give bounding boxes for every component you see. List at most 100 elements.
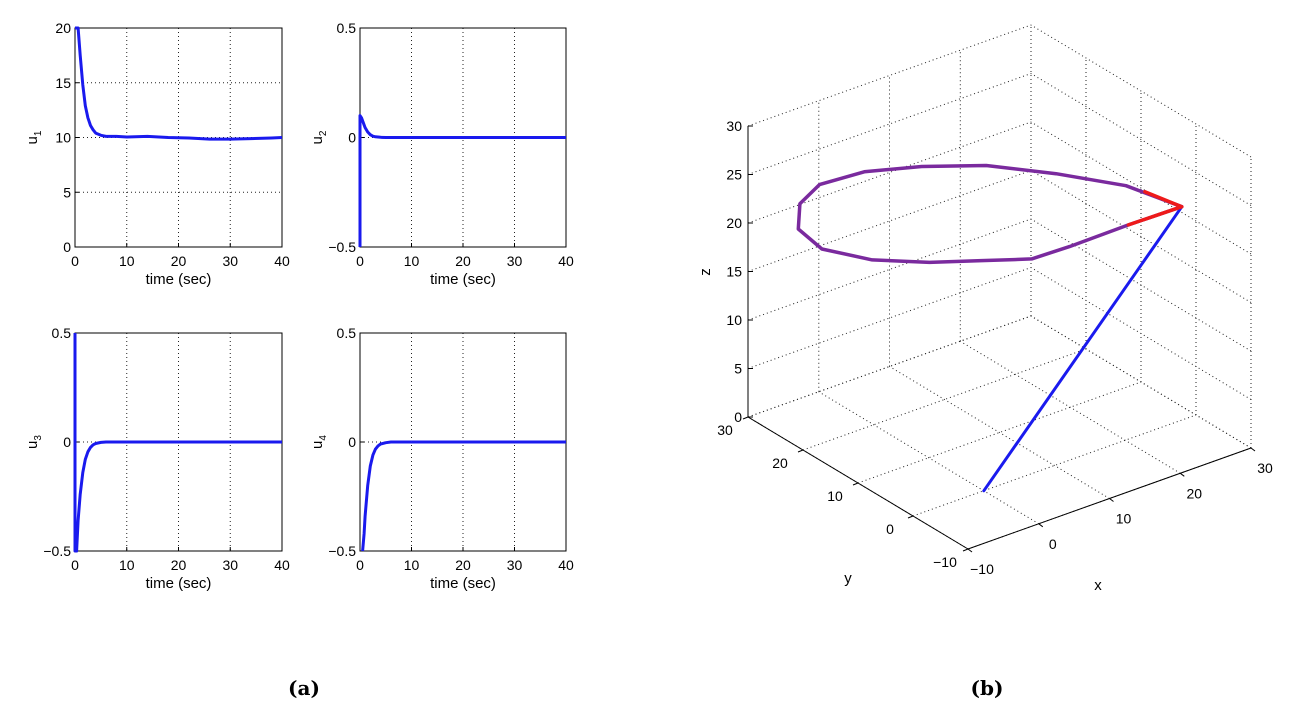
x-tick-label: 10 (119, 253, 135, 269)
x-tick-label: 30 (222, 557, 238, 573)
x-tick-label: 0 (1049, 536, 1057, 552)
side-wall-gridline-z (1030, 170, 1252, 303)
z-tick-label: 20 (726, 215, 742, 231)
y-axis-label-subscript: 4 (318, 435, 329, 441)
caption-b: (b) (971, 676, 1004, 700)
y-tick-mark (852, 482, 859, 486)
floor-gridline-x (960, 340, 1181, 474)
x-tick-label: 0 (356, 557, 364, 573)
y-axis-label: u2 (309, 130, 329, 144)
side-wall-gridline-z (1030, 315, 1252, 449)
x-tick-mark (1109, 498, 1114, 502)
floor-gridline-x (818, 391, 1040, 525)
floor-gridline-x (889, 366, 1110, 499)
caption-a: (a) (288, 676, 320, 700)
x-tick-label: 0 (71, 253, 79, 269)
back-wall-gridline-z (747, 121, 1032, 224)
side-wall-gridline-z (1030, 24, 1252, 158)
x-tick-label: 10 (404, 253, 420, 269)
y-tick-label: 5 (63, 184, 71, 200)
x-tick-label: 30 (222, 253, 238, 269)
side-wall-gridline-z (1030, 267, 1252, 400)
x-tick-label: 40 (274, 557, 290, 573)
x-tick-mark (1038, 523, 1044, 528)
subplot-u1: 0 10 20 30 40 0 5 10 15 20 time (sec) u1 (24, 20, 290, 288)
x-tick-label: −10 (970, 561, 994, 577)
y-tick-mark (742, 416, 749, 420)
x-tick-mark (1180, 472, 1185, 477)
z-tick-label: 15 (726, 264, 742, 280)
x-tick-label: 20 (171, 253, 187, 269)
z-tick-label: 0 (734, 409, 742, 425)
series-line-u4 (361, 440, 566, 552)
x-tick-label: 10 (404, 557, 420, 573)
x-axis-label: time (sec) (146, 271, 212, 288)
z-axis-label: z (697, 268, 714, 276)
x-tick-label: 0 (71, 557, 79, 573)
x-tick-label: 40 (274, 253, 290, 269)
x-tick-label: 10 (1116, 511, 1132, 527)
y-tick-mark (797, 449, 804, 453)
z-tick-label: 30 (726, 118, 742, 134)
x-tick-label: 20 (455, 253, 471, 269)
y-tick-mark (962, 548, 969, 552)
z-tick-label: 25 (726, 167, 742, 183)
x-axis-label: time (sec) (146, 575, 212, 592)
x-axis-label: x (1094, 577, 1102, 594)
x-tick-label: 30 (1257, 460, 1273, 476)
back-wall-gridline-z (747, 24, 1032, 127)
back-wall-gridline-z (747, 73, 1032, 175)
series-line-u1 (75, 26, 283, 141)
y-tick-label: −0.5 (328, 543, 356, 559)
y-tick-label: −0.5 (43, 543, 71, 559)
x-tick-label: 0 (356, 253, 364, 269)
y-tick-label: −0.5 (328, 239, 356, 255)
x-axis-label: time (sec) (430, 271, 496, 288)
side-wall-gridline-z (1030, 73, 1252, 206)
x-axis-label: time (sec) (430, 575, 496, 592)
x-tick-label: 20 (171, 557, 187, 573)
z-tick-label: 10 (726, 312, 742, 328)
y-tick-label: 20 (772, 455, 788, 471)
y-tick-label: −10 (933, 554, 957, 570)
y-axis-label-subscript: 2 (318, 130, 329, 136)
y-tick-label: 20 (55, 20, 71, 36)
y-tick-label: 10 (827, 488, 843, 504)
y-tick-label: 0 (63, 434, 71, 450)
y-tick-label: 10 (55, 130, 71, 146)
y-tick-label: 0 (348, 130, 356, 146)
z-tick-label: 5 (734, 361, 742, 377)
x-tick-label: 20 (455, 557, 471, 573)
x-tick-label: 40 (558, 557, 574, 573)
y-tick-label: 15 (55, 75, 71, 91)
series-line-u2 (358, 114, 566, 247)
side-wall-gridline-z (1030, 121, 1252, 255)
y-axis-label-subscript: 3 (33, 435, 44, 441)
y-tick-label: 0 (348, 434, 356, 450)
x-tick-label: 20 (1186, 485, 1202, 501)
y-axis-label: u1 (24, 130, 44, 144)
x-tick-label: 10 (119, 557, 135, 573)
x-tick-mark (967, 548, 973, 553)
y-axis-label: u4 (309, 435, 329, 449)
y-axis-label-subscript: 1 (33, 130, 44, 136)
y-tick-label: 0.5 (337, 20, 357, 36)
y-tick-label: 0 (63, 239, 71, 255)
x-tick-label: 30 (507, 253, 523, 269)
y-axis-label: y (844, 570, 852, 587)
trajectory-orbit-line (796, 163, 1184, 265)
x-tick-label: 40 (558, 253, 574, 269)
series-line-u3 (73, 333, 282, 553)
x-tick-mark (1250, 447, 1256, 452)
y-tick-label: 0.5 (337, 325, 357, 341)
trajectory-approach-line (982, 205, 1184, 493)
side-wall-gridline-z (1030, 218, 1252, 352)
y-axis-label: u3 (24, 435, 44, 449)
